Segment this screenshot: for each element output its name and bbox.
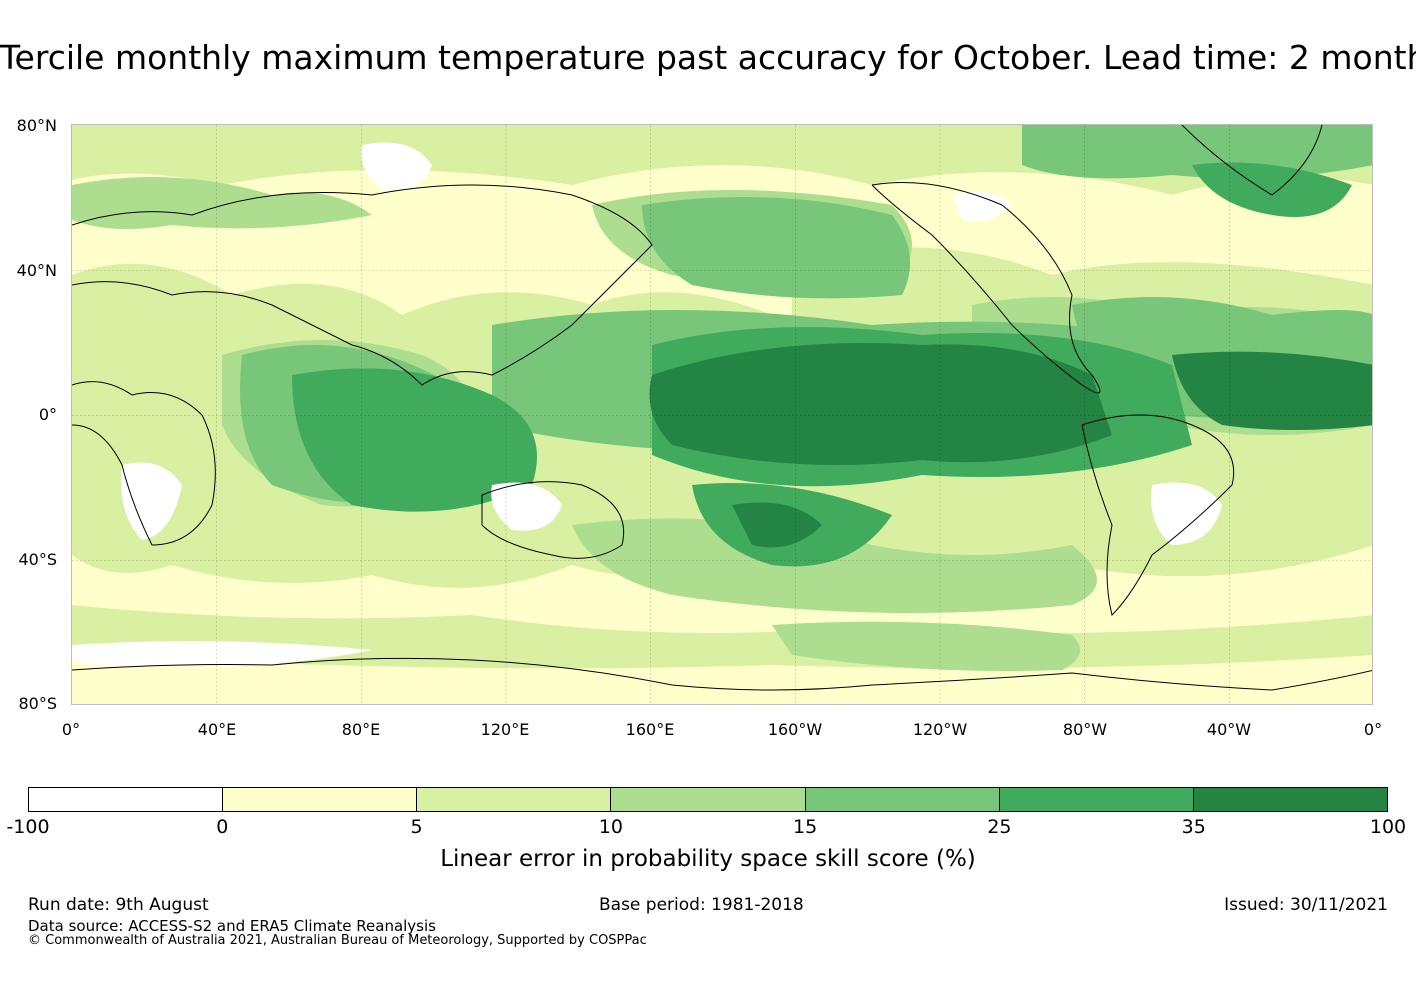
colorbar-tick-label: 100	[1369, 816, 1407, 838]
lon-label-40w: 40°W	[1206, 720, 1252, 739]
lon-label-80e: 80°E	[341, 720, 381, 739]
lat-label-40s: 40°S	[18, 550, 57, 569]
lon-label-80w: 80°W	[1062, 720, 1108, 739]
colorbar	[28, 787, 1388, 812]
lon-label-0-east: 0°	[1363, 720, 1383, 739]
coast-eurasia	[72, 184, 653, 386]
lon-label-160e: 160°E	[625, 720, 675, 739]
coast-antarctica	[72, 657, 1372, 691]
colorbar-segment	[611, 788, 806, 811]
copyright: © Commonwealth of Australia 2021, Austra…	[28, 933, 647, 948]
coast-africa	[72, 381, 216, 546]
skill-region-negative	[72, 142, 1222, 667]
colorbar-segment	[1193, 788, 1387, 811]
colorbar-segment	[417, 788, 612, 811]
lon-label-160w: 160°W	[767, 720, 823, 739]
issued-date: Issued: 30/11/2021	[1224, 895, 1388, 915]
chart-title: Tercile monthly maximum temperature past…	[0, 38, 1416, 77]
lat-label-0: 0°	[38, 405, 57, 424]
lon-label-120w: 120°W	[912, 720, 968, 739]
colorbar-tick-label: 0	[216, 816, 229, 838]
gridlines	[72, 125, 1372, 704]
coast-north-america	[871, 182, 1101, 394]
colorbar-segment	[29, 788, 224, 811]
colorbar-segment	[223, 788, 418, 811]
base-period: Base period: 1981-2018	[599, 895, 804, 915]
coastlines	[72, 125, 1372, 691]
skill-region-highest	[649, 343, 1372, 548]
lon-label-0-west: 0°	[61, 720, 81, 739]
lat-label-40n: 40°N	[16, 261, 57, 280]
colorbar-segment	[999, 788, 1194, 811]
coast-australia	[481, 481, 625, 559]
run-date: Run date: 9th August	[28, 895, 209, 915]
lat-label-80s: 80°S	[18, 694, 57, 713]
lon-label-120e: 120°E	[480, 720, 530, 739]
colorbar-tick-label: 10	[598, 816, 623, 838]
coast-south-america	[1081, 414, 1235, 616]
colorbar-tick-label: 5	[410, 816, 423, 838]
data-source: Data source: ACCESS-S2 and ERA5 Climate …	[28, 917, 436, 935]
colorbar-segment	[805, 788, 1000, 811]
skill-score-map	[71, 124, 1373, 705]
colorbar-tick-label: 25	[987, 816, 1012, 838]
colorbar-tick-label: -100	[6, 816, 50, 838]
colorbar-tick-label: 35	[1181, 816, 1206, 838]
colorbar-label: Linear error in probability space skill …	[440, 846, 976, 872]
lon-label-40e: 40°E	[197, 720, 237, 739]
colorbar-tick-label: 15	[793, 816, 818, 838]
coast-greenland	[1181, 125, 1323, 196]
lat-label-80n: 80°N	[16, 116, 57, 135]
